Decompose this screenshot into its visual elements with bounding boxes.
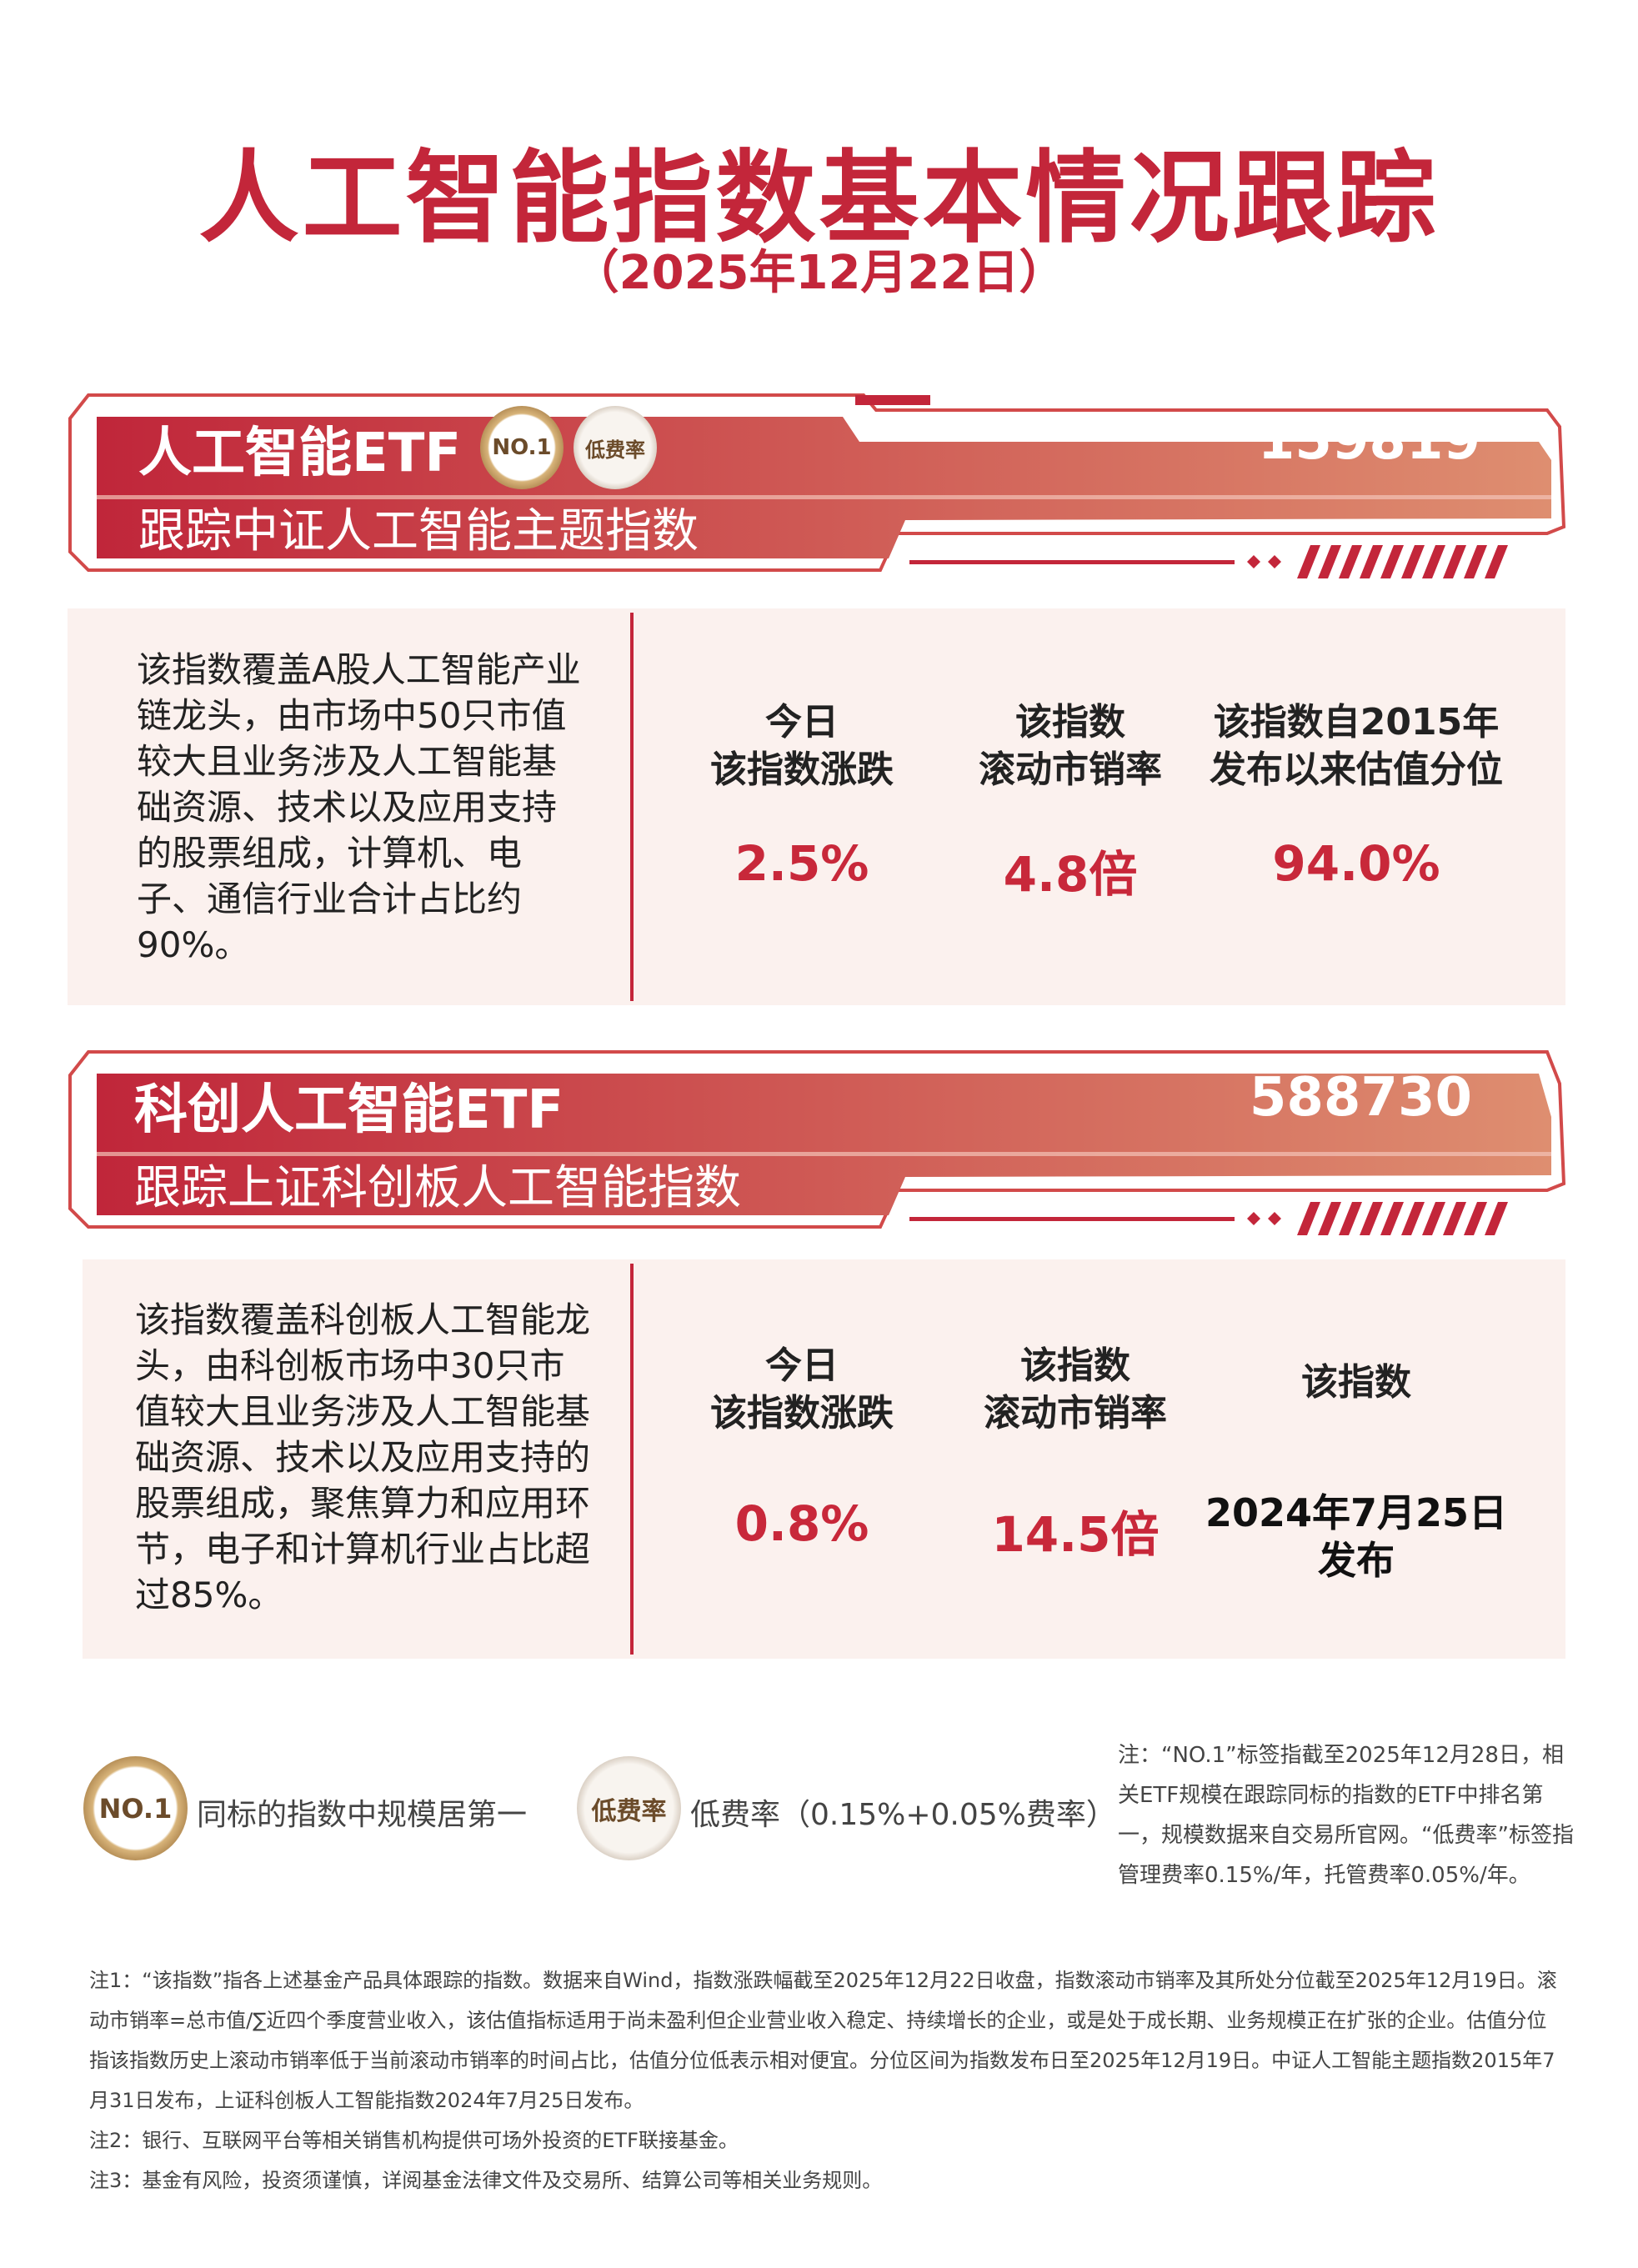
- footnotes: 注1：“该指数”指各上述基金产品具体跟踪的指数。数据来自Wind，指数涨跌幅截至…: [89, 1960, 1565, 2200]
- page-date: （2025年12月22日）: [572, 246, 1066, 300]
- stat-label: 该指数: [1301, 1361, 1411, 1404]
- stat-value: 2024年7月25日: [1205, 1490, 1508, 1535]
- stat-label: 滚动市销率: [979, 748, 1162, 791]
- stat-daily-change: 今日 该指数涨跌 0.8%: [664, 1342, 939, 1552]
- stat-label: 滚动市销率: [984, 1392, 1167, 1434]
- stat-value: 4.8倍: [1003, 846, 1138, 903]
- stat-daily-change: 今日 该指数涨跌 2.5%: [664, 698, 939, 892]
- fund-banner-2: 科创人工智能ETF 588730 跟踪上证科创板人工智能指数: [63, 1042, 1572, 1238]
- fund-banner-1: 人工智能ETF NO.1 低费率 159819 跟踪中证人工智能主题指数: [63, 385, 1572, 581]
- no1-badge-label: NO.1: [492, 435, 552, 460]
- stat-value: 94.0%: [1272, 835, 1440, 892]
- low-fee-badge-label: 低费率: [591, 1796, 667, 1826]
- page-title: 人工智能指数基本情况跟踪: [198, 141, 1440, 257]
- no1-badge-label: NO.1: [98, 1792, 173, 1825]
- stat-value: 0.8%: [734, 1495, 869, 1552]
- index-description: 该指数覆盖A股人工智能产业链龙头，由市场中50只市值较大且业务涉及人工智能基础资…: [137, 649, 581, 965]
- low-fee-badge-icon: 低费率: [574, 406, 657, 489]
- card-divider: [630, 613, 634, 1001]
- stat-value: 14.5倍: [991, 1506, 1160, 1563]
- fund-code: 159819: [1257, 410, 1480, 472]
- no1-badge-icon: NO.1: [480, 406, 564, 489]
- stat-launch-date: 该指数 2024年7月25日 发布: [1181, 1359, 1531, 1585]
- legend-low-fee-text: 低费率（0.15%+0.05%费率）: [690, 1798, 1116, 1832]
- badge-note: 注：“NO.1”标签指截至2025年12月28日，相关ETF规模在跟踪同标的指数…: [1118, 1743, 1574, 1888]
- fund-code: 588730: [1249, 1067, 1472, 1129]
- no1-badge-icon: NO.1: [83, 1756, 188, 1860]
- low-fee-badge-label: 低费率: [585, 438, 645, 462]
- index-description: 该指数覆盖科创板人工智能龙头，由科创板市场中30只市值较大且业务涉及人工智能基础…: [135, 1299, 591, 1615]
- low-fee-badge-icon: 低费率: [577, 1756, 681, 1860]
- stat-label: 发布以来估值分位: [1210, 748, 1503, 791]
- stat-label: 该指数: [1015, 701, 1125, 743]
- stat-label: 该指数自2015年: [1213, 701, 1500, 743]
- footnote-2: 注2：银行、互联网平台等相关销售机构提供可场外投资的ETF联接基金。: [89, 2129, 739, 2152]
- card-divider: [630, 1264, 634, 1655]
- stat-ps-ratio: 该指数 滚动市销率 4.8倍: [933, 698, 1208, 905]
- banner-shape: [68, 393, 1566, 578]
- legend-no1-text: 同标的指数中规模居第一: [197, 1798, 528, 1832]
- stat-label: 该指数: [1020, 1344, 1130, 1387]
- stat-value: 发布: [1318, 1538, 1395, 1583]
- fund-card-1: [68, 608, 1565, 1005]
- banner-shape: [68, 1050, 1566, 1235]
- fund-card-2: [83, 1259, 1565, 1659]
- fund-name: 科创人工智能ETF: [134, 1079, 564, 1141]
- fund-tracking: 跟踪中证人工智能主题指数: [138, 504, 699, 558]
- fund-name: 人工智能ETF: [138, 423, 462, 484]
- stat-valuation-percentile: 该指数自2015年 发布以来估值分位 94.0%: [1181, 698, 1531, 892]
- stat-label: 今日: [765, 701, 839, 743]
- stat-label: 该指数涨跌: [710, 1392, 894, 1434]
- stat-label: 今日: [765, 1344, 839, 1387]
- fund-tracking: 跟踪上证科创板人工智能指数: [134, 1161, 741, 1215]
- stat-label: 该指数涨跌: [710, 748, 894, 791]
- footnote-3: 注3：基金有风险，投资须谨慎，详阅基金法律文件及交易所、结算公司等相关业务规则。: [89, 2169, 883, 2192]
- stat-value: 2.5%: [734, 835, 869, 892]
- stat-ps-ratio: 该指数 滚动市销率 14.5倍: [938, 1342, 1213, 1565]
- footnote-1: 注1：“该指数”指各上述基金产品具体跟踪的指数。数据来自Wind，指数涨跌幅截至…: [89, 1969, 1557, 2112]
